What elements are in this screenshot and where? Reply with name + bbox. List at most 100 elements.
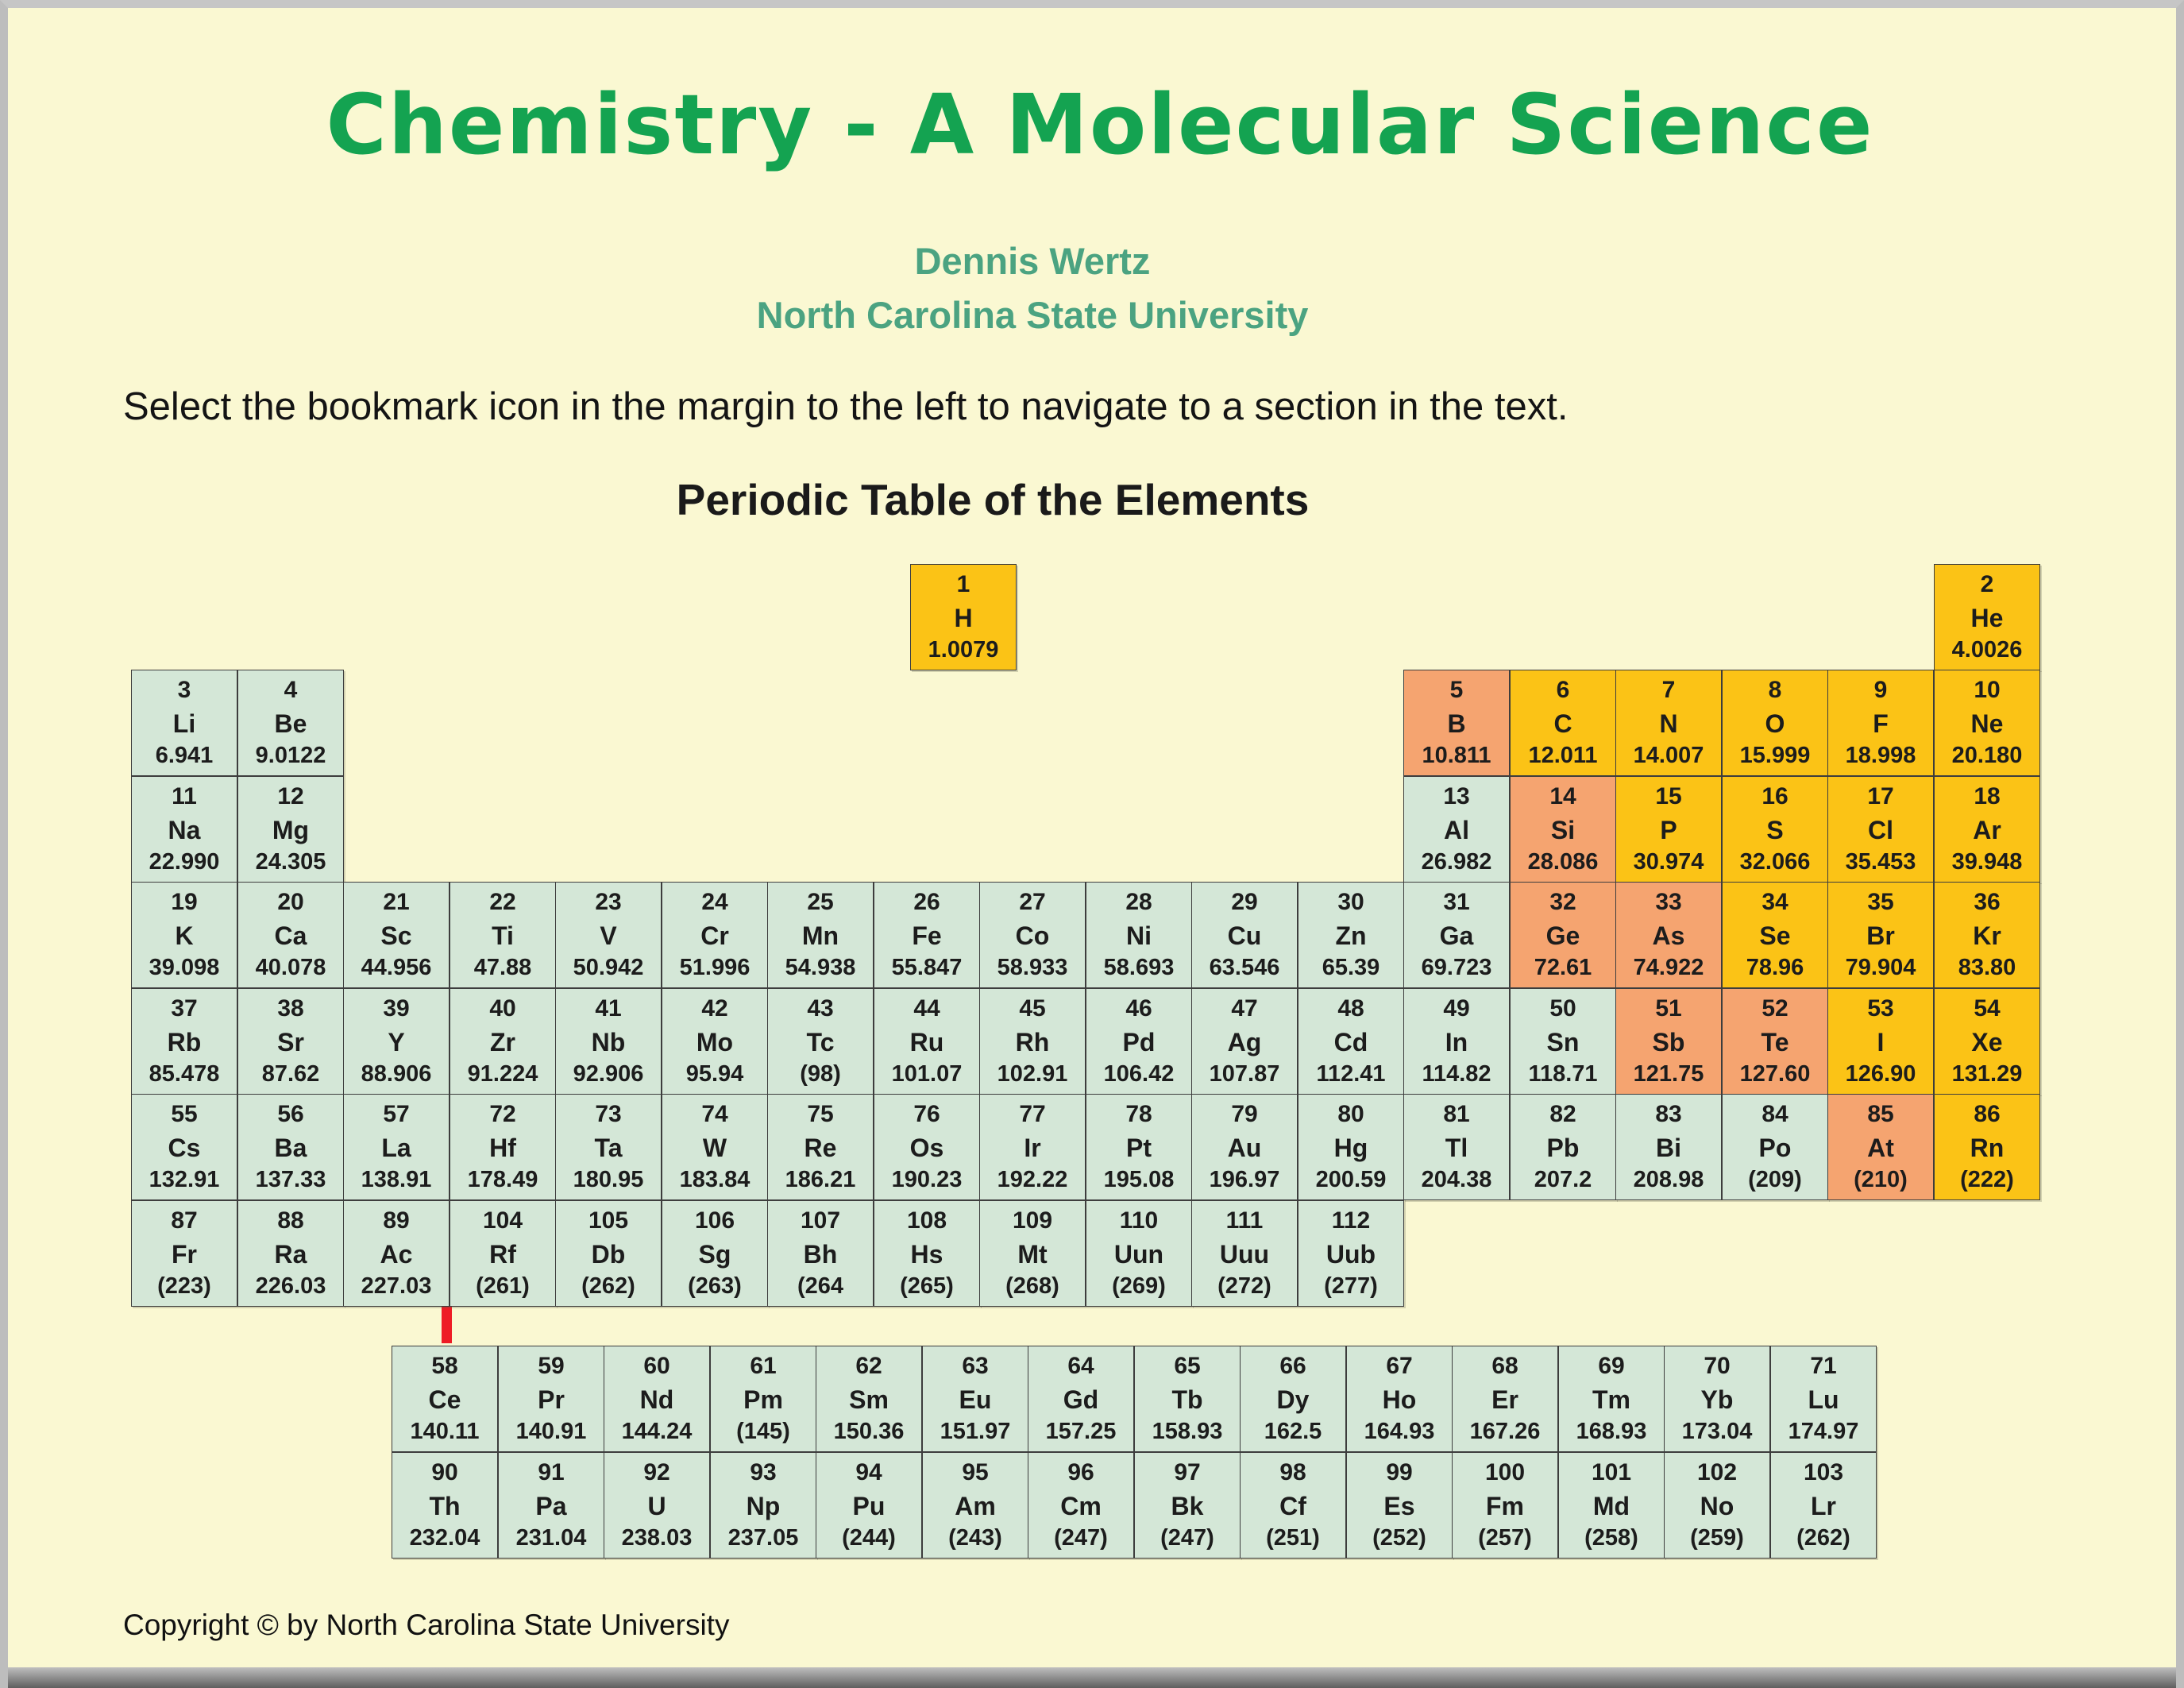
element-num: 57 — [383, 1101, 410, 1128]
element-num: 103 — [1803, 1459, 1844, 1486]
element-num: 46 — [1125, 995, 1152, 1022]
element-mass: 1.0079 — [928, 636, 999, 662]
element-num: 13 — [1443, 783, 1470, 810]
element-sym: S — [1766, 815, 1784, 844]
element-mass: 178.49 — [467, 1166, 538, 1192]
element-num: 6 — [1556, 677, 1570, 704]
element-sym: Uuu — [1219, 1239, 1270, 1269]
element-sym: La — [381, 1133, 411, 1162]
element-mass: 78.96 — [1746, 954, 1804, 980]
element-re: 75 Re 186.21 — [767, 1094, 874, 1200]
element-sym: Bh — [803, 1239, 838, 1269]
element-u: 92 U 238.03 — [604, 1452, 710, 1559]
element-num: 67 — [1386, 1353, 1413, 1380]
element-sym: W — [702, 1133, 727, 1162]
element-num: 41 — [595, 995, 622, 1022]
navigation-instruction: Select the bookmark icon in the margin t… — [123, 385, 1569, 428]
element-mass: 174.97 — [1788, 1418, 1859, 1444]
periodic-table-title: Periodic Table of the Elements — [676, 475, 1310, 524]
element-sym: Be — [274, 709, 307, 738]
element-rn: 86 Rn (222) — [1934, 1094, 2040, 1200]
element-te: 52 Te 127.60 — [1722, 988, 1828, 1095]
element-zn: 30 Zn 65.39 — [1298, 882, 1404, 988]
element-num: 83 — [1655, 1101, 1682, 1128]
element-sym: Te — [1761, 1027, 1789, 1056]
element-mass: 180.95 — [573, 1166, 644, 1192]
element-mass: 83.80 — [1958, 954, 2016, 980]
element-mass: 114.82 — [1422, 1060, 1491, 1087]
element-num: 39 — [383, 995, 410, 1022]
element-cm: 96 Cm (247) — [1028, 1452, 1134, 1559]
element-mass: (145) — [736, 1418, 790, 1444]
element-mass: 232.04 — [409, 1524, 480, 1551]
copyright-notice: Copyright © by North Carolina State Univ… — [123, 1609, 730, 1641]
element-num: 91 — [538, 1459, 565, 1486]
element-num: 35 — [1867, 889, 1894, 916]
element-se: 34 Se 78.96 — [1722, 882, 1828, 988]
element-num: 69 — [1598, 1353, 1625, 1380]
element-num: 74 — [701, 1101, 728, 1128]
element-bk: 97 Bk (247) — [1134, 1452, 1241, 1559]
element-sym: Tb — [1171, 1385, 1203, 1414]
element-num: 12 — [277, 783, 304, 810]
element-mass: 121.75 — [1633, 1060, 1704, 1087]
element-sym: Se — [1759, 921, 1791, 950]
element-mass: 157.25 — [1045, 1418, 1117, 1444]
element-sym: Tm — [1592, 1385, 1630, 1414]
bottom-frame-bar — [8, 1667, 2176, 1688]
element-num: 55 — [171, 1101, 198, 1128]
element-mass: (98) — [800, 1060, 841, 1087]
element-sg: 106 Sg (263) — [662, 1200, 768, 1307]
element-num: 96 — [1067, 1459, 1094, 1486]
element-sym: Ca — [274, 921, 307, 950]
element-mass: 126.90 — [1845, 1060, 1916, 1087]
element-mass: 138.91 — [361, 1166, 432, 1192]
element-p: 15 P 30.974 — [1615, 776, 1722, 883]
element-md: 101 Md (258) — [1558, 1452, 1665, 1559]
element-num: 76 — [913, 1101, 940, 1128]
element-mass: (223) — [157, 1273, 211, 1299]
element-mass: (262) — [581, 1273, 635, 1299]
element-sym: Co — [1015, 921, 1050, 950]
element-mass: (243) — [948, 1524, 1002, 1551]
element-mass: 30.974 — [1633, 848, 1704, 875]
element-sym: I — [1877, 1027, 1885, 1056]
element-mass: 10.811 — [1422, 742, 1491, 768]
element-num: 63 — [962, 1353, 989, 1380]
element-num: 17 — [1867, 783, 1894, 810]
element-sym: Xe — [1971, 1027, 2003, 1056]
element-mass: 237.05 — [727, 1524, 799, 1551]
element-mass: (272) — [1217, 1273, 1271, 1299]
element-mass: 190.23 — [891, 1166, 963, 1192]
element-num: 18 — [1974, 783, 2001, 810]
element-mass: 164.93 — [1364, 1418, 1435, 1444]
element-ca: 20 Ca 40.078 — [237, 882, 344, 988]
element-mn: 25 Mn 54.938 — [767, 882, 874, 988]
element-sym: Ar — [1973, 815, 2001, 844]
element-mass: 58.933 — [997, 954, 1068, 980]
element-num: 40 — [489, 995, 516, 1022]
element-num: 19 — [171, 889, 198, 916]
element-num: 87 — [171, 1207, 198, 1234]
element-sym: Ga — [1439, 921, 1474, 950]
element-mass: (259) — [1690, 1524, 1744, 1551]
element-w: 74 W 183.84 — [662, 1094, 768, 1200]
element-ar: 18 Ar 39.948 — [1934, 776, 2040, 883]
element-num: 97 — [1174, 1459, 1201, 1486]
element-ge: 32 Ge 72.61 — [1510, 882, 1616, 988]
element-mass: 39.098 — [149, 954, 220, 980]
element-num: 37 — [171, 995, 198, 1022]
element-sym: Br — [1866, 921, 1895, 950]
element-num: 89 — [383, 1207, 410, 1234]
element-mass: 150.36 — [833, 1418, 905, 1444]
element-mass: 87.62 — [261, 1060, 320, 1087]
element-num: 61 — [750, 1353, 777, 1380]
element-am: 95 Am (243) — [922, 1452, 1028, 1559]
element-sym: Si — [1550, 815, 1576, 844]
element-mass: 207.2 — [1534, 1166, 1592, 1192]
element-sym: Dy — [1276, 1385, 1310, 1414]
element-sym: Ba — [274, 1133, 307, 1162]
element-h: 1 H 1.0079 — [910, 564, 1017, 670]
element-sym: Rb — [167, 1027, 202, 1056]
element-mass: 85.478 — [149, 1060, 220, 1087]
